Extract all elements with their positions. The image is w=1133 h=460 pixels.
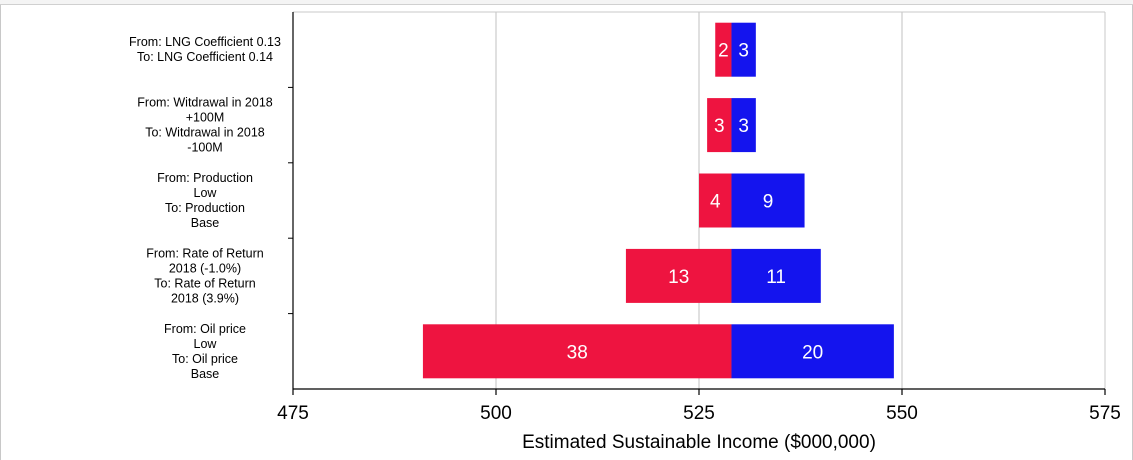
category-label-line: 2018 (3.9%): [171, 291, 239, 305]
bar-low-value: 13: [668, 267, 689, 288]
bar-high: [731, 22, 756, 77]
bar-high-value: 9: [763, 192, 774, 213]
bar-low-value: 4: [710, 192, 721, 213]
x-tick-label: 525: [683, 403, 715, 424]
category-label-line: From: LNG Coefficient 0.13: [129, 35, 281, 49]
bar-low: [707, 98, 732, 153]
category-label-line: To: Rate of Return: [154, 276, 255, 290]
bar-high: [731, 173, 805, 228]
category-label-line: To: Production: [165, 201, 245, 215]
bar-low-value: 3: [714, 116, 725, 137]
bar-low: [422, 324, 732, 379]
category-label-line: From: Witdrawal in 2018: [137, 96, 273, 110]
x-tick-label: 475: [277, 403, 309, 424]
category-label-line: Base: [191, 367, 220, 381]
bar-low-value: 38: [567, 342, 588, 363]
category-label-line: 2018 (-1.0%): [169, 261, 241, 275]
bar-high-value: 20: [802, 342, 823, 363]
bar-low: [699, 173, 732, 228]
category-label-line: Low: [194, 186, 218, 200]
bar-high: [731, 324, 894, 379]
category-label-line: -100M: [187, 141, 222, 155]
category-label-line: To: Witdrawal in 2018: [145, 126, 265, 140]
bar-low: [625, 248, 732, 303]
x-tick-label: 575: [1089, 403, 1121, 424]
category-label-line: To: Oil price: [172, 352, 238, 366]
top-strip: [0, 0, 1133, 5]
category-label-line: From: Rate of Return: [146, 246, 263, 260]
x-tick-label: 500: [480, 403, 512, 424]
category-label-line: Base: [191, 216, 220, 230]
category-label-line: Low: [194, 337, 218, 351]
bar-high-value: 3: [738, 41, 749, 62]
bar-high: [731, 98, 756, 153]
bar-high: [731, 248, 821, 303]
x-axis-title: Estimated Sustainable Income ($000,000): [522, 432, 876, 453]
bar-low: [715, 22, 732, 77]
category-label-line: From: Oil price: [164, 322, 246, 336]
x-tick-label: 550: [886, 403, 918, 424]
bar-high-value: 11: [766, 267, 786, 288]
bar-high-value: 3: [738, 116, 749, 137]
category-label-line: +100M: [186, 111, 225, 125]
bar-low-value: 2: [718, 41, 729, 62]
category-label-line: To: LNG Coefficient 0.14: [137, 50, 273, 64]
category-label-line: From: Production: [157, 171, 253, 185]
axis-layer: 475 500 525 550 575: [277, 11, 1121, 424]
